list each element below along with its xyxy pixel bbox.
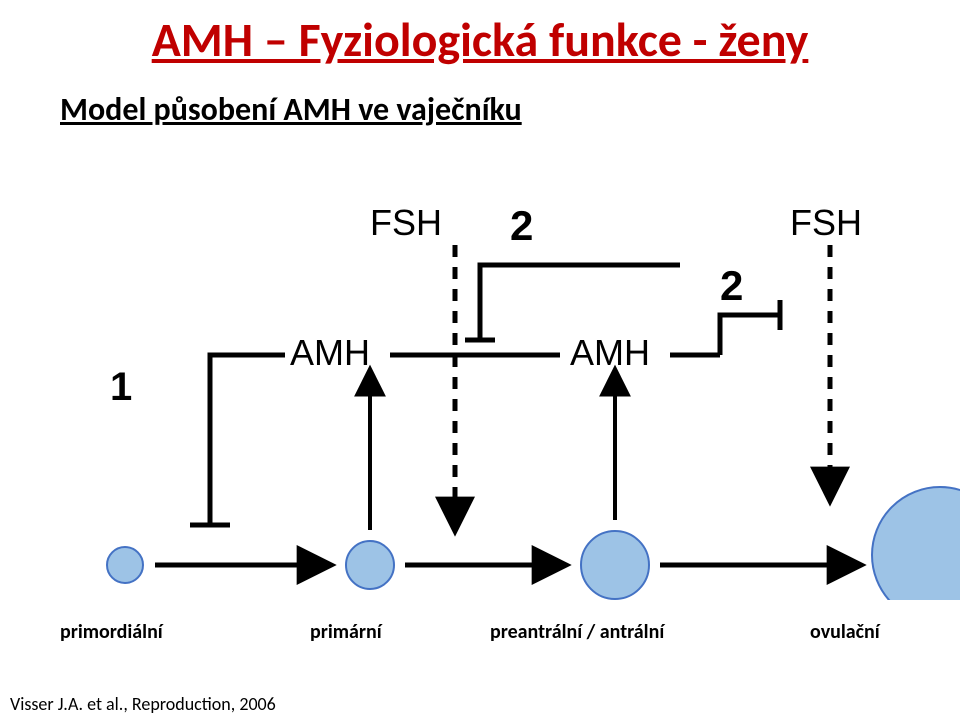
stage-labels: primordiální primární preantrální / antr… [60,620,960,660]
subtitle: Model působení AMH ve vaječníku [60,90,522,129]
stage-ovulatory: ovulační [810,620,880,644]
citation: Visser J.A. et al., Reproduction, 2006 [10,693,276,715]
stage-primary: primární [310,620,382,644]
amh-diagram: 1 AMH AMH FSH FSH 2 2 [60,170,960,600]
inhibit-1-line [210,355,285,525]
follicle-primary [346,541,394,589]
follicle-ovulatory [872,487,960,600]
label-2-right: 2 [720,262,743,309]
label-1: 1 [110,365,132,409]
label-fsh-left: FSH [370,202,442,243]
label-amh-left: AMH [290,332,370,373]
page-title: AMH – Fyziologická funkce - ženy [0,10,960,69]
follicle-preantral [581,531,649,599]
label-2-left: 2 [510,202,533,249]
inhibit-2-left-line [480,265,680,340]
stage-primordial: primordiální [60,620,163,644]
label-fsh-right: FSH [790,202,862,243]
stage-preantral: preantrální / antrální [490,620,664,644]
label-amh-right: AMH [570,332,650,373]
follicle-primordial [107,547,143,583]
inhibit-2-right-line [720,315,780,355]
